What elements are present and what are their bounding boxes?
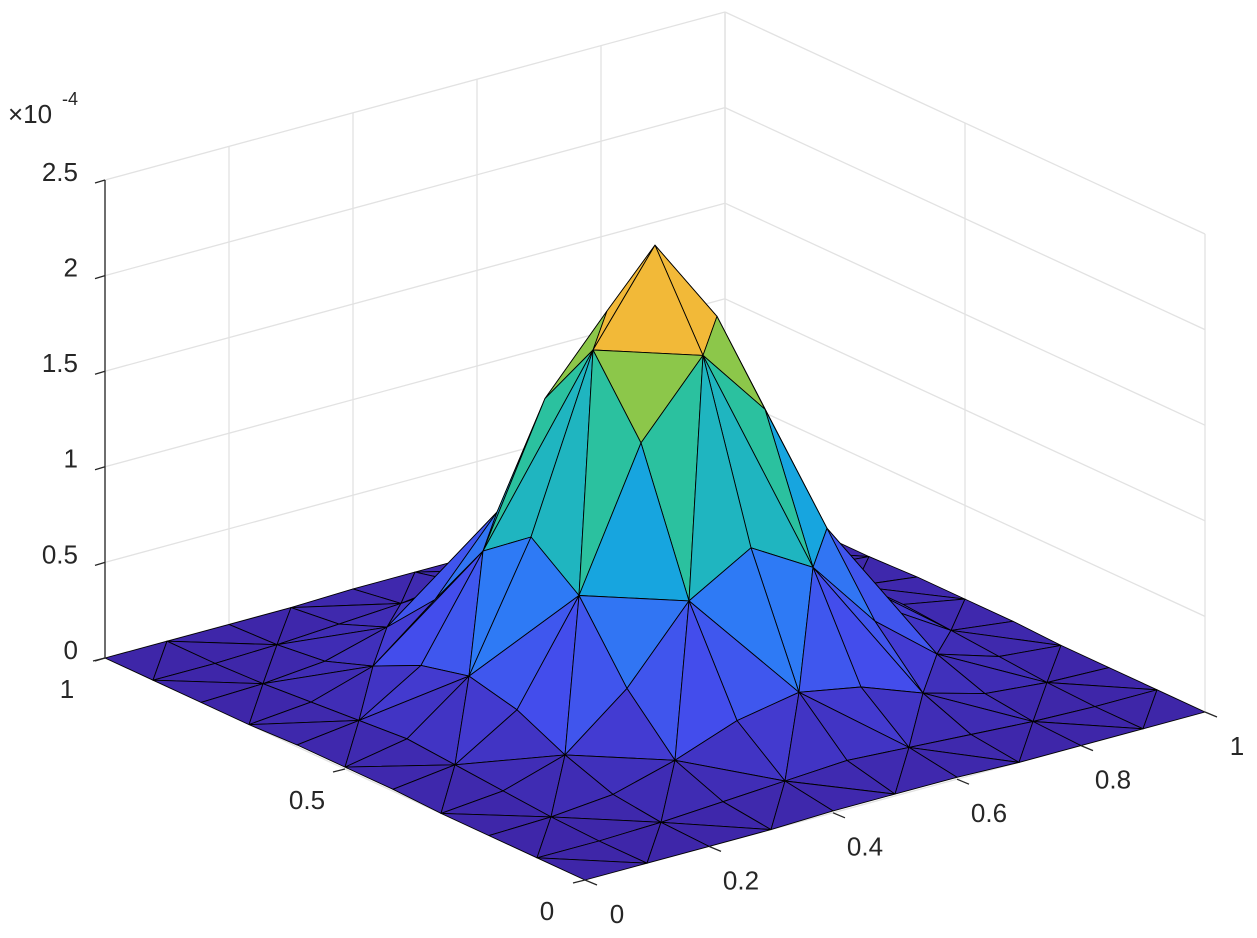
z-tick-label: 2 <box>64 252 78 282</box>
z-tick-label: 2.5 <box>42 157 78 187</box>
surface-facet <box>1142 689 1206 730</box>
z-tick-label: 0 <box>64 635 78 665</box>
y-tick <box>572 879 586 884</box>
surface-facet <box>646 821 710 864</box>
y-tick-label: 0.5 <box>289 785 325 815</box>
y-tick <box>92 657 106 662</box>
z-tick <box>94 370 106 375</box>
grid-line <box>104 11 726 181</box>
x-tick <box>708 845 722 853</box>
grid-line <box>104 202 726 372</box>
x-tick <box>956 778 970 785</box>
z-multiplier-base: ×10 <box>8 99 52 129</box>
x-tick <box>1080 744 1094 752</box>
surface-facet <box>894 746 958 795</box>
z-tick <box>94 561 106 567</box>
y-tick-label: 0 <box>540 896 554 926</box>
z-tick <box>94 274 106 280</box>
x-tick-label: 0.4 <box>847 832 883 862</box>
x-tick <box>584 879 598 886</box>
z-tick-label: 1 <box>64 444 78 474</box>
x-tick-label: 1 <box>1230 731 1244 761</box>
x-tick <box>1204 711 1218 718</box>
z-multiplier-exponent: -4 <box>62 89 78 109</box>
x-tick-label: 0.6 <box>971 798 1007 828</box>
x-tick-label: 0.8 <box>1095 764 1131 794</box>
z-tick-label: 0.5 <box>42 539 78 569</box>
x-tick <box>832 812 846 819</box>
grid-line <box>104 106 726 277</box>
y-tick-label: 1 <box>60 674 74 704</box>
surface-facet <box>536 857 648 881</box>
z-tick <box>94 179 106 184</box>
x-tick-label: 0 <box>610 899 624 929</box>
z-tick-label: 1.5 <box>42 348 78 378</box>
z-tick <box>94 466 106 471</box>
surface-facet <box>770 780 834 831</box>
surface-facet <box>1018 721 1082 763</box>
x-tick-label: 0.2 <box>723 865 759 895</box>
y-tick <box>332 768 346 773</box>
